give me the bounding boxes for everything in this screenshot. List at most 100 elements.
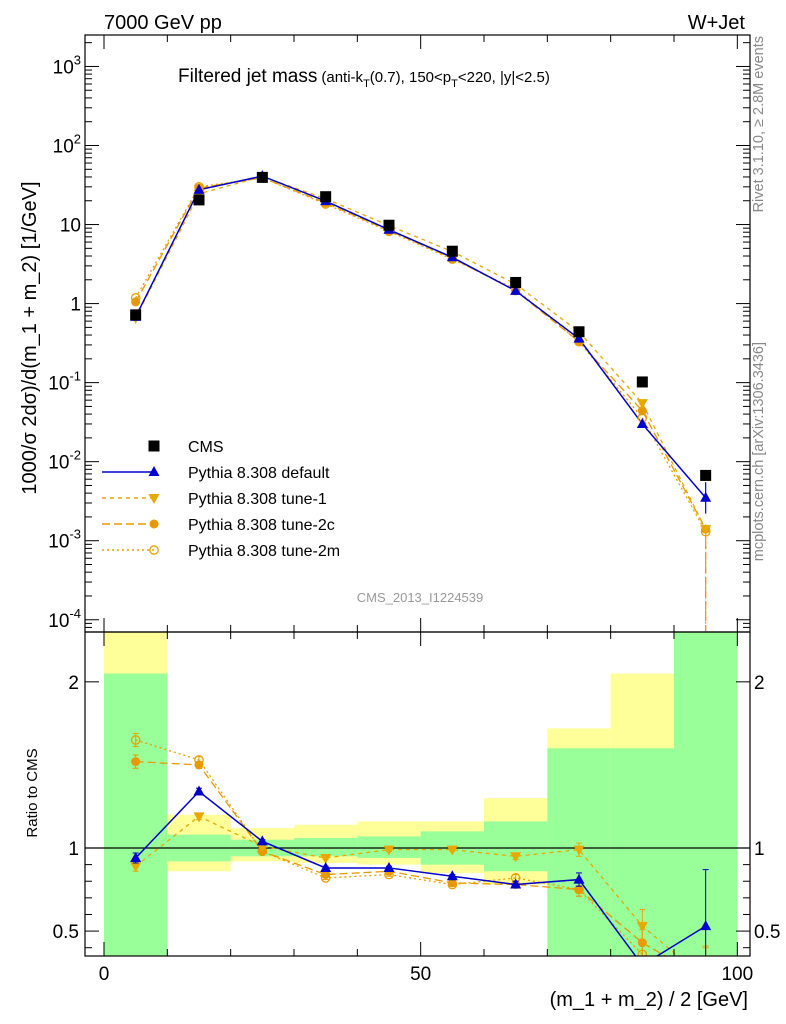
- band-inner-3: [294, 838, 358, 857]
- data-point-9: [700, 469, 712, 481]
- y-tick-label-5: 10: [60, 216, 81, 237]
- ratio-line-0: [135, 790, 707, 956]
- legend-marker-4: [149, 545, 159, 555]
- legend-label-4: Pythia 8.308 tune-2m: [188, 543, 340, 560]
- x-axis-label: (m_1 + m_2) / 2 [GeV]: [550, 989, 748, 1011]
- main-axes-ticks: 10-4 10-3 10-2 10-1 1 10 102 103: [48, 35, 750, 633]
- main-point-1-8: [636, 399, 648, 410]
- ratio-point-0-8: [637, 959, 648, 969]
- ratio-point-0-7: [573, 873, 585, 884]
- band-inner-0: [104, 673, 168, 956]
- ratio-line-1: [135, 815, 679, 956]
- y-tick-label-2: 10-2: [48, 448, 81, 474]
- ratio-point-2-3: [321, 870, 331, 880]
- legend-label-0: CMS: [188, 439, 224, 456]
- header-right: W+Jet: [688, 12, 746, 34]
- y-tick-label-0: 10-4: [48, 606, 81, 632]
- ratio-point-0-1: [193, 785, 205, 796]
- data-point-2: [256, 171, 268, 183]
- title-detail-sub1: T: [363, 78, 370, 90]
- ratio-point-1-3: [320, 853, 332, 864]
- ratio-point-0-9: [700, 920, 712, 931]
- y-tick-label-7: 103: [53, 52, 81, 78]
- ratio-axes-ticks: 0.5 0.5 1 1 2 2 0 50 100: [53, 632, 780, 985]
- ratio-point-1-5: [446, 845, 458, 856]
- legend-marker-1: [148, 466, 160, 476]
- ratio-tick-label-0: 0.5: [53, 922, 79, 943]
- main-point-0-9: [700, 491, 712, 502]
- ratio-point-1-4: [383, 845, 395, 856]
- x-tick-label-0: 0: [99, 964, 110, 985]
- data-point-1: [193, 194, 205, 206]
- legend: CMS Pythia 8.308 default Pythia 8.308 tune…: [102, 439, 340, 560]
- title-detail-post: <220, |y|<2.5): [458, 69, 550, 86]
- y-axis-label: 1000/σ 2dσ)/d(m_1 + m_2) [1/GeV]: [19, 181, 41, 494]
- ratio-plot-frame: [84, 631, 751, 957]
- y-tick-label-3: 10-1: [48, 369, 81, 395]
- ratio-point-1-6: [510, 852, 522, 863]
- data-point-4: [383, 219, 395, 231]
- side-label-top: Rivet 3.1.10, ≥ 2.8M events: [751, 36, 767, 212]
- analysis-id: CMS_2013_I1224539: [357, 590, 484, 605]
- ratio-point-2-1: [194, 760, 204, 770]
- ratio-line-3: [135, 739, 648, 956]
- main-line-3: [135, 177, 707, 533]
- band-inner-6: [484, 821, 548, 872]
- side-label-bottom: mcplots.cern.ch [arXiv:1306.3436]: [751, 342, 767, 561]
- ratio-point-3-0: [130, 735, 141, 745]
- ratio-line-2: [135, 760, 667, 956]
- x-tick-label-1: 50: [410, 964, 431, 985]
- ratio-point-0-5: [446, 870, 458, 881]
- y-tick-label-1: 10-3: [48, 527, 81, 553]
- data-point-0: [130, 309, 142, 321]
- main-point-0-7: [573, 332, 585, 343]
- main-point-2-0: [131, 297, 141, 307]
- main-plot-frame: [84, 34, 751, 633]
- ratio-tick-label-1: 1: [68, 839, 79, 860]
- main-point-0-8: [636, 417, 648, 428]
- main-plot-series: [130, 170, 712, 632]
- ratio-point-1-0: [130, 862, 142, 873]
- ratio-point-3-9: [701, 977, 709, 985]
- legend-label-2: Pythia 8.308 tune-1: [188, 491, 327, 508]
- legend-marker-3: [149, 519, 159, 529]
- ratio-point-2-9: [701, 975, 710, 984]
- legend-label-3: Pythia 8.308 tune-2c: [188, 517, 335, 534]
- band-inner-8: [610, 748, 674, 956]
- y-tick-label-6: 102: [53, 131, 81, 157]
- ratio-point-1-8: [636, 922, 648, 933]
- ratio-point-1-9: [700, 975, 711, 985]
- data-point-5: [446, 245, 458, 257]
- main-line-0: [134, 175, 707, 499]
- ratio-y-axis-label: Ratio to CMS: [24, 748, 41, 837]
- data-point-3: [320, 191, 332, 203]
- ratio-tick-label-right-2: 2: [754, 673, 765, 694]
- legend-marker-2: [148, 494, 160, 504]
- main-point-1-9: [700, 525, 712, 536]
- data-point-7: [573, 326, 585, 338]
- title-detail-sub2: T: [451, 78, 458, 90]
- ratio-uncertainty-bands: [85, 632, 750, 956]
- title-detail-pre: (anti-k: [321, 69, 363, 86]
- ratio-tick-label-2: 2: [68, 673, 79, 694]
- ratio-point-2-7: [574, 885, 584, 895]
- ratio-point-0-6: [510, 878, 522, 889]
- ratio-point-0-2: [256, 835, 268, 846]
- data-point-6: [510, 276, 522, 288]
- x-tick-label-2: 100: [721, 964, 753, 985]
- header-left: 7000 GeV pp: [104, 12, 222, 34]
- main-point-2-8: [637, 406, 647, 416]
- ratio-point-0-4: [383, 861, 395, 872]
- legend-marker-0: [148, 440, 160, 452]
- ratio-point-1-7: [573, 845, 585, 856]
- title-detail-mid: (0.7), 150<p: [370, 69, 451, 86]
- chart-title-main: Filtered jet mass: [178, 66, 317, 87]
- ratio-tick-label-right-0: 0.5: [754, 922, 780, 943]
- main-point-0-1: [193, 183, 205, 194]
- ratio-point-2-5: [447, 878, 457, 888]
- ratio-point-0-0: [130, 851, 142, 862]
- data-point-8: [636, 376, 648, 388]
- ratio-tick-label-right-1: 1: [754, 839, 765, 860]
- ratio-point-2-0: [131, 757, 141, 767]
